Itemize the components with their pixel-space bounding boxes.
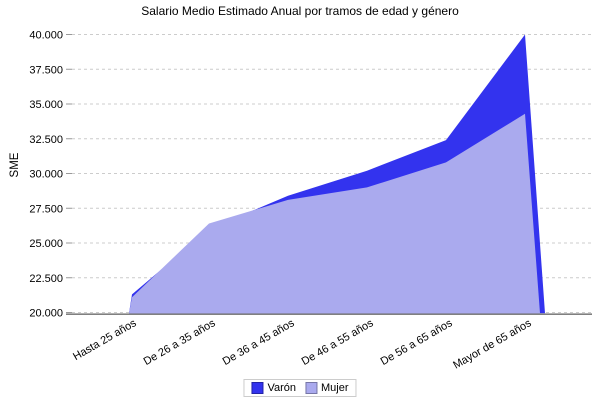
mujer-color-swatch bbox=[305, 382, 318, 394]
y-tick-label: 40.000 bbox=[29, 30, 63, 42]
y-tick-label: 35.000 bbox=[29, 99, 63, 111]
y-tick-label: 27.500 bbox=[29, 203, 63, 215]
varon-color-swatch bbox=[251, 382, 264, 394]
legend-item-varon: Varón bbox=[251, 382, 296, 394]
y-tick-label: 25.000 bbox=[29, 238, 63, 250]
legend-label-mujer: Mujer bbox=[321, 382, 349, 394]
y-tick-label: 20.000 bbox=[29, 308, 63, 320]
x-category-label: De 36 a 45 años bbox=[221, 317, 297, 368]
y-tick-label: 30.000 bbox=[29, 169, 63, 181]
legend-label-varon: Varón bbox=[267, 382, 297, 394]
y-tick-label: 22.500 bbox=[29, 273, 63, 285]
legend-item-mujer: Mujer bbox=[305, 382, 349, 394]
y-tick-label: 37.500 bbox=[29, 64, 63, 76]
x-category-label: Hasta 25 años bbox=[71, 317, 139, 363]
x-category-label: Mayor de 65 años bbox=[451, 317, 534, 372]
x-category-label: De 46 a 55 años bbox=[300, 317, 376, 368]
area-mujer bbox=[129, 113, 540, 314]
chart-title: Salario Medio Estimado Anual por tramos … bbox=[141, 4, 459, 18]
legend: Varón Mujer bbox=[243, 379, 357, 397]
y-tick-label: 32.500 bbox=[29, 134, 63, 146]
x-category-label: De 56 a 65 años bbox=[379, 317, 455, 368]
x-category-label: De 26 a 35 años bbox=[142, 317, 218, 368]
